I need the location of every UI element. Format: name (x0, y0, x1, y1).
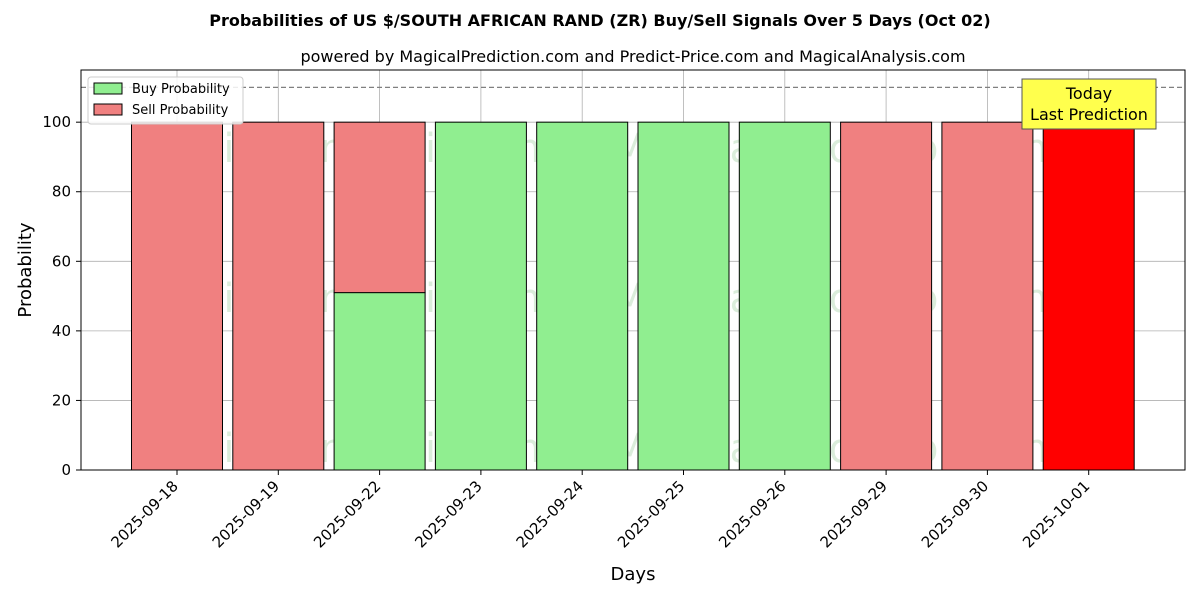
bar-sell (232, 121, 325, 471)
bar-sell (1042, 121, 1135, 471)
today-annotation: Today Last Prediction (1021, 78, 1157, 130)
x-axis-label: Days (611, 564, 656, 585)
x-tick-label: 2025-09-22 (310, 477, 384, 551)
legend: Buy Probability Sell Probability (87, 76, 244, 125)
annotation-line-1: Today (1065, 84, 1112, 103)
y-tick-label: 100 (42, 113, 71, 131)
annotation-line-2: Last Prediction (1030, 105, 1148, 124)
annotation-box (1021, 78, 1157, 130)
y-tick-label: 60 (52, 252, 71, 270)
legend-label-buy: Buy Probability (132, 82, 230, 97)
bar-sell (131, 121, 223, 471)
chart-subtitle: powered by MagicalPrediction.com and Pre… (300, 47, 965, 66)
x-tick-label: 2025-09-18 (107, 477, 181, 551)
legend-swatch-buy (93, 82, 123, 95)
bar-sell (840, 121, 933, 471)
y-tick-label: 0 (61, 461, 71, 479)
bars (131, 121, 1135, 471)
y-axis: 0 20 40 60 80 100 (42, 113, 81, 479)
y-tick-label: 40 (52, 322, 71, 340)
y-tick-label: 80 (52, 183, 71, 201)
bar-buy (333, 292, 426, 471)
x-tick-label: 2025-09-26 (715, 477, 789, 551)
bar-buy (536, 121, 629, 471)
x-tick-label: 2025-09-19 (209, 477, 283, 551)
legend-swatch-sell (93, 103, 123, 116)
x-tick-label: 2025-09-25 (614, 477, 688, 551)
x-tick-label: 2025-10-01 (1019, 477, 1093, 551)
bar-buy (434, 121, 527, 471)
bar-buy (637, 121, 730, 471)
x-tick-label: 2025-09-29 (817, 477, 891, 551)
legend-label-sell: Sell Probability (132, 103, 229, 118)
legend-box (87, 76, 244, 125)
x-tick-label: 2025-09-24 (513, 477, 587, 551)
x-tick-label: 2025-09-30 (918, 477, 992, 551)
bar-buy (738, 121, 831, 471)
plot-frame (80, 69, 1186, 471)
bar-sell (333, 121, 426, 294)
y-tick-label: 20 (52, 391, 71, 409)
x-tick-label: 2025-09-23 (411, 477, 485, 551)
chart-title: Probabilities of US $/SOUTH AFRICAN RAND… (209, 11, 991, 30)
x-axis: 2025-09-18 2025-09-19 2025-09-22 2025-09-23… (107, 470, 1094, 551)
bar-sell (941, 121, 1034, 471)
y-axis-label: Probability (15, 222, 36, 317)
